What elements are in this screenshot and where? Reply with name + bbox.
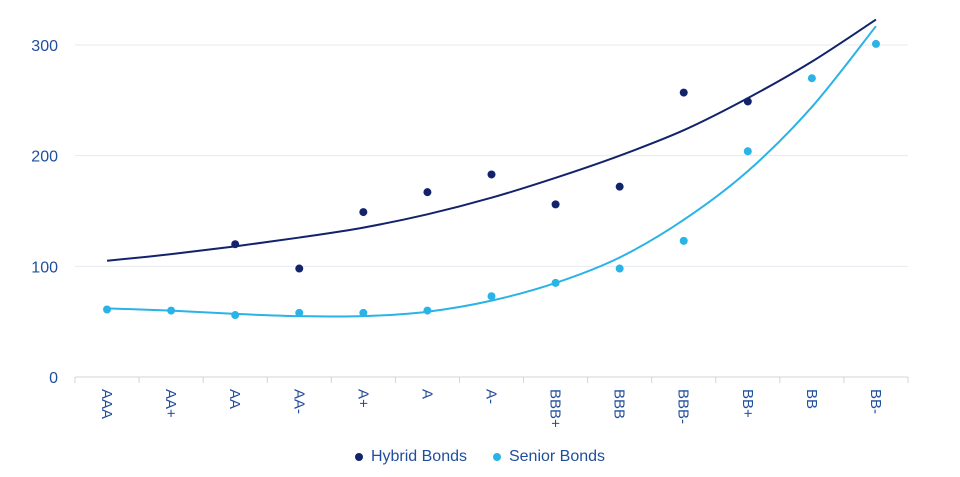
y-axis-ticks: 0 100 200 300 xyxy=(31,38,58,387)
x-tick-label: BBB+ xyxy=(547,389,564,428)
x-tick-label: BBB xyxy=(611,389,628,419)
y-tick-label: 0 xyxy=(49,370,58,387)
legend-item-senior: Senior Bonds xyxy=(492,448,606,466)
legend-item-hybrid: Hybrid Bonds xyxy=(354,448,467,466)
point-series-0 xyxy=(679,88,688,97)
point-series-1 xyxy=(679,236,688,245)
x-tick-label: AAA xyxy=(98,389,115,419)
point-series-1 xyxy=(487,292,496,301)
point-series-1 xyxy=(295,308,304,317)
legend: Hybrid Bonds Senior Bonds xyxy=(0,448,960,466)
legend-label-hybrid: Hybrid Bonds xyxy=(370,448,467,465)
point-series-1 xyxy=(103,305,112,314)
x-tick-label: AA+ xyxy=(162,389,179,418)
point-series-0 xyxy=(295,264,304,273)
x-tick-label: A xyxy=(418,389,435,399)
point-series-1 xyxy=(615,264,624,273)
point-series-1 xyxy=(871,39,880,48)
trend-line-0 xyxy=(106,18,877,262)
gridlines xyxy=(75,44,908,267)
x-tick-label: BB+ xyxy=(739,389,756,418)
y-tick-label: 300 xyxy=(31,38,58,55)
trend-lines xyxy=(106,18,877,318)
point-series-1 xyxy=(551,278,560,287)
point-series-0 xyxy=(423,188,432,197)
x-tick-label: A+ xyxy=(354,389,371,408)
x-axis-ticks: AAA AA+ AA AA- A+ A A- BBB+ BBB BBB- BB+ BB BB- xyxy=(74,377,909,428)
legend-marker-hybrid xyxy=(354,453,363,461)
y-tick-label: 100 xyxy=(31,259,58,276)
x-tick-label: AA- xyxy=(290,389,307,414)
point-series-0 xyxy=(551,200,560,209)
point-series-1 xyxy=(167,306,176,315)
y-tick-label: 200 xyxy=(31,149,58,166)
point-series-1 xyxy=(423,306,432,315)
x-tick-label: BB xyxy=(803,389,820,409)
point-series-0 xyxy=(231,240,240,249)
x-tick-label: AA xyxy=(226,389,243,409)
legend-label-senior: Senior Bonds xyxy=(508,448,606,465)
data-points xyxy=(103,39,880,320)
x-tick-label: BB- xyxy=(867,389,884,414)
legend-marker-senior xyxy=(492,453,501,461)
point-series-1 xyxy=(807,74,816,83)
point-series-0 xyxy=(487,170,496,179)
point-series-1 xyxy=(359,308,368,317)
x-tick-label: A- xyxy=(483,389,500,404)
point-series-0 xyxy=(743,97,752,106)
point-series-1 xyxy=(743,147,752,156)
point-series-0 xyxy=(359,208,368,217)
point-series-1 xyxy=(231,311,240,320)
x-tick-label: BBB- xyxy=(675,389,692,424)
point-series-0 xyxy=(615,182,624,191)
